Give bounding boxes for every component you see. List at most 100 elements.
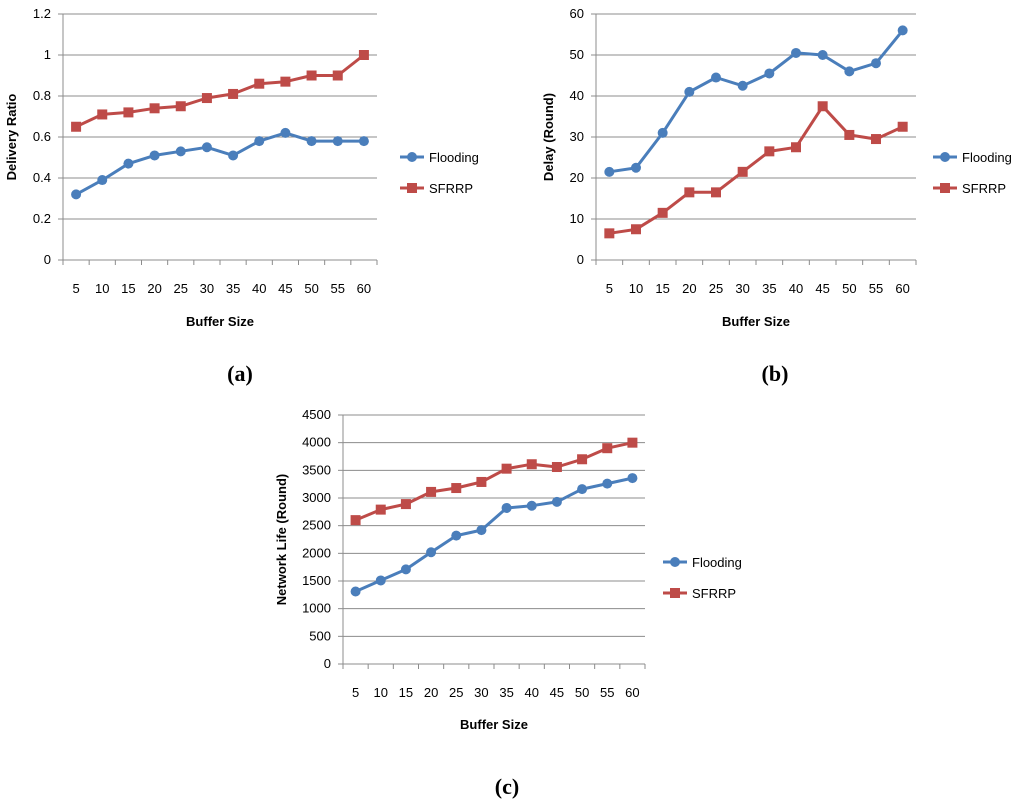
x-tick-label: 30 (474, 685, 488, 700)
data-point-flooding (844, 66, 855, 77)
x-axis-title: Buffer Size (186, 314, 254, 329)
x-tick-label: 35 (499, 685, 513, 700)
y-tick-label: 4500 (302, 407, 331, 422)
data-point-flooding (280, 127, 291, 138)
x-tick-label: 25 (709, 281, 723, 296)
x-tick-label: 60 (625, 685, 639, 700)
x-tick-label: 50 (304, 281, 318, 296)
data-point-sfrrp (375, 504, 386, 515)
series-line-sfrrp (355, 441, 633, 522)
data-point-sfrrp (476, 476, 487, 487)
data-point-flooding (426, 547, 437, 558)
x-tick-label: 15 (121, 281, 135, 296)
chart-c-network-life: 0 500 1000 1500 2000 2500 3000 3500 4000 4500 5 10 1… (274, 407, 742, 799)
legend-label-flooding: Flooding (429, 150, 479, 165)
y-tick-label: 0 (44, 252, 51, 267)
x-tick-label: 20 (147, 281, 161, 296)
legend-marker-sfrrp (940, 183, 950, 193)
data-point-flooding (627, 473, 638, 484)
data-point-sfrrp (526, 459, 537, 470)
data-point-sfrrp (358, 50, 369, 60)
y-tick-label: 0 (577, 252, 584, 267)
data-point-flooding (228, 150, 239, 161)
data-point-flooding (149, 150, 160, 161)
x-tick-label: 20 (424, 685, 438, 700)
x-tick-label: 10 (629, 281, 643, 296)
y-tick-label: 2500 (302, 518, 331, 533)
x-tick-label: 25 (449, 685, 463, 700)
data-point-sfrrp (684, 187, 695, 198)
data-point-sfrrp (254, 78, 265, 89)
y-axis-title: Delay (Round) (541, 93, 556, 181)
chart-caption: (a) (227, 361, 253, 386)
y-tick-label: 0.8 (33, 88, 51, 103)
legend-marker-flooding (940, 152, 950, 162)
data-point-sfrrp (604, 228, 615, 239)
data-point-sfrrp (844, 129, 855, 140)
data-point-flooding (711, 72, 721, 83)
data-point-sfrrp (350, 515, 361, 526)
y-tick-label: 1.2 (33, 6, 51, 21)
data-point-flooding (350, 586, 361, 597)
y-tick-label: 60 (570, 6, 584, 21)
data-point-sfrrp (280, 76, 291, 87)
y-tick-label: 20 (570, 170, 584, 185)
x-tick-label: 30 (735, 281, 749, 296)
data-point-flooding (737, 80, 748, 91)
y-tick-label: 1 (44, 47, 51, 62)
data-point-sfrrp (551, 462, 562, 473)
data-point-sfrrp (228, 88, 239, 99)
data-point-flooding (871, 58, 881, 69)
data-point-flooding (97, 175, 108, 186)
data-point-flooding (577, 484, 588, 495)
data-point-sfrrp (791, 142, 801, 153)
data-point-sfrrp (871, 134, 881, 145)
x-tick-label: 55 (869, 281, 883, 296)
y-tick-label: 1500 (302, 573, 331, 588)
data-point-flooding (817, 50, 828, 60)
x-tick-label: 50 (842, 281, 856, 296)
x-tick-label: 35 (762, 281, 776, 296)
data-point-flooding (657, 127, 668, 138)
y-tick-label: 10 (570, 211, 584, 226)
y-tick-label: 40 (570, 88, 584, 103)
y-axis-title: Network Life (Round) (274, 474, 289, 605)
legend-marker-sfrrp (670, 588, 680, 598)
y-tick-label: 4000 (302, 435, 331, 450)
x-tick-label: 60 (357, 281, 371, 296)
data-point-flooding (175, 146, 186, 157)
data-point-sfrrp (657, 207, 668, 218)
chart-b-delay: 0 10 20 30 40 50 60 5 10 15 20 25 30 35 40 45 50 55 60 Buff… (541, 6, 1012, 386)
data-point-sfrrp (737, 166, 748, 177)
data-point-flooding (526, 500, 537, 511)
y-tick-label: 3500 (302, 462, 331, 477)
x-tick-label: 10 (374, 685, 388, 700)
data-point-sfrrp (71, 121, 82, 132)
data-point-sfrrp (627, 437, 638, 448)
data-point-flooding (604, 166, 615, 177)
x-tick-label: 35 (226, 281, 240, 296)
data-point-sfrrp (577, 454, 588, 465)
legend-label-sfrrp: SFRRP (962, 181, 1006, 196)
y-tick-label: 50 (570, 47, 584, 62)
data-point-sfrrp (817, 101, 828, 112)
x-tick-label: 25 (174, 281, 188, 296)
data-point-flooding (631, 162, 641, 173)
data-point-sfrrp (149, 103, 160, 114)
data-point-flooding (71, 189, 82, 200)
x-tick-label: 45 (815, 281, 829, 296)
y-tick-label: 2000 (302, 545, 331, 560)
data-point-flooding (451, 530, 462, 541)
y-tick-label: 3000 (302, 490, 331, 505)
data-point-sfrrp (897, 121, 908, 132)
data-point-flooding (501, 502, 512, 513)
data-point-flooding (332, 136, 343, 147)
data-point-sfrrp (764, 146, 775, 157)
legend-label-sfrrp: SFRRP (429, 181, 473, 196)
data-point-sfrrp (400, 499, 411, 510)
data-point-flooding (476, 525, 487, 536)
legend-label-flooding: Flooding (692, 555, 742, 570)
data-point-flooding (684, 86, 695, 97)
x-tick-label: 40 (525, 685, 539, 700)
